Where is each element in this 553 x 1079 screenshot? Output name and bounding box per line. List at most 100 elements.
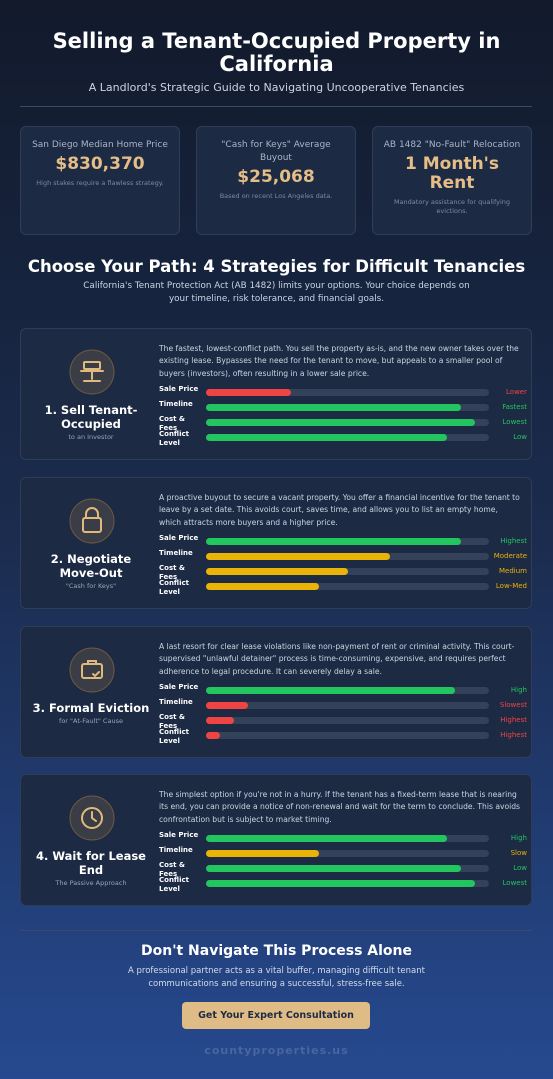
metric-bar: [206, 702, 249, 709]
metric-row: Cost & Fees Highest: [159, 713, 527, 730]
strategy-icon: [69, 349, 115, 395]
metric-name: Sale Price: [159, 683, 199, 691]
metric-bar: [206, 583, 320, 590]
strategy-description: A proactive buyout to secure a vacant pr…: [159, 493, 520, 527]
metric-track: [206, 568, 489, 575]
section-title: Choose Your Path: 4 Strategies for Diffi…: [27, 257, 526, 276]
metric-bar: [206, 732, 221, 739]
metric-bar: [206, 850, 320, 857]
strategy-title: 2. Negotiate Move-Out: [50, 552, 132, 580]
metric-track: [206, 850, 489, 857]
strategy-description: The simplest option if you're not in a h…: [159, 790, 521, 824]
metric-row: Conflict Level Lowest: [159, 876, 527, 893]
subtitle: A Landlord's Strategic Guide to Navigati…: [88, 81, 465, 94]
strategy-subtitle: to an Investor: [68, 433, 114, 441]
footer: countyproperties.us: [204, 1044, 349, 1057]
metric-name: Conflict Level: [159, 876, 190, 893]
metric-track: [206, 717, 489, 724]
metric-name: Timeline: [159, 698, 193, 706]
strategy-header: 4. Wait for Lease End The Passive Approac…: [21, 775, 161, 905]
metric-bar: [206, 568, 348, 575]
metric-track: [206, 865, 489, 872]
strategy-title: 1. Sell Tenant-Occupied: [44, 403, 138, 431]
metric-track: [206, 553, 489, 560]
metric-name: Sale Price: [159, 831, 199, 839]
metric-name: Timeline: [159, 846, 193, 854]
metric-name: Timeline: [159, 549, 193, 557]
metric-rating: Highest: [500, 716, 527, 724]
metric-bar: [206, 404, 461, 411]
metric-bar: [206, 835, 447, 842]
metric-row: Sale Price Lower: [159, 385, 527, 399]
metric-row: Conflict Level Low-Med: [159, 579, 527, 596]
metric-rating: Low-Med: [495, 582, 527, 590]
metric-track: [206, 835, 489, 842]
metric-track: [206, 419, 489, 426]
metric-name: Timeline: [159, 400, 193, 408]
cta-title: Don't Navigate This Process Alone: [140, 943, 413, 959]
metric-rating: High: [510, 686, 527, 694]
metric-rating: Slowest: [499, 701, 527, 709]
cta-button[interactable]: Get Your Expert Consultation: [182, 1002, 370, 1029]
metric-row: Sale Price High: [159, 831, 527, 845]
metric-name: Conflict Level: [159, 579, 190, 596]
metric-row: Conflict Level Highest: [159, 728, 527, 745]
metric-track: [206, 583, 489, 590]
strategy-header: 2. Negotiate Move-Out "Cash for Keys": [21, 478, 161, 608]
metric-row: Cost & Fees Lowest: [159, 415, 527, 432]
strategy-header: 1. Sell Tenant-Occupied to an Investor: [21, 329, 161, 459]
strategy-title: 3. Formal Eviction: [32, 701, 150, 715]
strategy-card: 2. Negotiate Move-Out "Cash for Keys" A pr…: [20, 477, 532, 609]
metric-name: Cost & Fees: [159, 713, 186, 730]
metric-name: Conflict Level: [159, 728, 190, 745]
strategy-description: The fastest, lowest-conflict path. You s…: [159, 344, 519, 378]
stat-label: AB 1482 "No-Fault" Relocation: [383, 140, 521, 150]
metric-name: Sale Price: [159, 385, 199, 393]
metric-row: Conflict Level Low: [159, 430, 527, 447]
stat-value: $830,370: [55, 154, 145, 174]
stat-card: AB 1482 "No-Fault" Relocation 1 Month's R…: [372, 126, 532, 235]
stat-value: $25,068: [237, 167, 315, 187]
metric-row: Sale Price Highest: [159, 534, 527, 548]
strategy-card: 1. Sell Tenant-Occupied to an Investor The…: [20, 328, 532, 460]
stat-card: San Diego Median Home Price $830,370 High …: [20, 126, 180, 235]
cta-text: A professional partner acts as a vital b…: [128, 966, 425, 989]
metric-rating: Lowest: [502, 879, 527, 887]
metric-bar: [206, 687, 456, 694]
metric-bar: [206, 389, 291, 396]
metric-row: Timeline Slowest: [159, 698, 527, 712]
strategy-icon: [69, 498, 115, 544]
metric-bar: [206, 419, 475, 426]
metric-rating: Slow: [510, 849, 527, 857]
strategy-card: 3. Formal Eviction for "At-Fault" Cause A …: [20, 626, 532, 758]
metric-bar: [206, 538, 461, 545]
strategy-subtitle: for "At-Fault" Cause: [59, 717, 123, 725]
strategy-subtitle: "Cash for Keys": [65, 582, 117, 590]
metric-track: [206, 538, 489, 545]
metric-rating: Highest: [500, 731, 527, 739]
stat-value: 1 Month's Rent: [405, 154, 499, 193]
metric-bar: [206, 717, 235, 724]
metric-name: Cost & Fees: [159, 415, 186, 432]
metric-rating: Moderate: [493, 552, 527, 560]
metric-rating: Lower: [506, 388, 527, 396]
section-text: California's Tenant Protection Act (AB 1…: [83, 281, 470, 304]
metric-rating: Fastest: [502, 403, 527, 411]
stat-note: Mandatory assistance for qualifying evic…: [393, 198, 511, 215]
metric-bar: [206, 865, 461, 872]
stat-note: High stakes require a flawless strategy.: [36, 179, 164, 187]
metric-track: [206, 702, 489, 709]
metric-rating: Low: [513, 433, 527, 441]
divider: [20, 106, 532, 107]
metric-row: Timeline Moderate: [159, 549, 527, 563]
strategy-header: 3. Formal Eviction for "At-Fault" Cause: [21, 627, 161, 757]
metric-track: [206, 404, 489, 411]
metric-rating: Lowest: [502, 418, 527, 426]
metric-rating: High: [510, 834, 527, 842]
strategy-icon: [69, 795, 115, 841]
metric-row: Cost & Fees Medium: [159, 564, 527, 581]
metric-row: Cost & Fees Low: [159, 861, 527, 878]
stat-label: "Cash for Keys" Average Buyout: [221, 140, 331, 163]
metric-track: [206, 434, 489, 441]
